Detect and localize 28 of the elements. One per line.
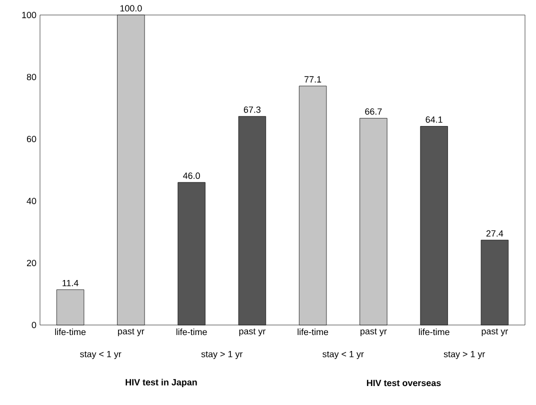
data-label: 67.3	[244, 106, 261, 113]
x-tick-label: past yr	[360, 328, 387, 336]
text: stay > 1 yr	[201, 350, 243, 360]
text: HIV test overseas	[366, 380, 441, 386]
y-tick-label: 60	[26, 136, 36, 142]
text: stay < 1 yr	[80, 350, 122, 360]
x-tick-label: life-time	[55, 328, 86, 336]
data-label: 64.1	[426, 116, 442, 123]
data-label: 100.0	[120, 5, 142, 12]
y-tick-label: 100	[22, 12, 36, 18]
data-label: 46.0	[183, 172, 200, 179]
text: stay < 1 yr	[322, 350, 364, 360]
data-label: 11.4	[62, 280, 78, 286]
y-tick-label: 0	[32, 322, 36, 328]
data-label: 66.7	[365, 108, 382, 115]
y-tick-label: 20	[26, 260, 36, 266]
x-tick-label: past yr	[482, 328, 508, 336]
data-label: 77.1	[304, 76, 322, 82]
x-tick-label: life-time	[298, 328, 328, 336]
text: stay > 1 yr	[444, 350, 486, 360]
y-tick-label: 80	[26, 74, 36, 80]
x-tick-label: life-time	[176, 328, 207, 336]
text: HIV test in Japan	[126, 378, 197, 388]
x-tick-label: life-time	[418, 328, 450, 336]
y-tick-label: 40	[26, 198, 36, 204]
x-tick-label: past yr	[239, 328, 266, 336]
x-tick-label: past yr	[118, 328, 144, 336]
data-label: 27.4	[486, 230, 504, 237]
